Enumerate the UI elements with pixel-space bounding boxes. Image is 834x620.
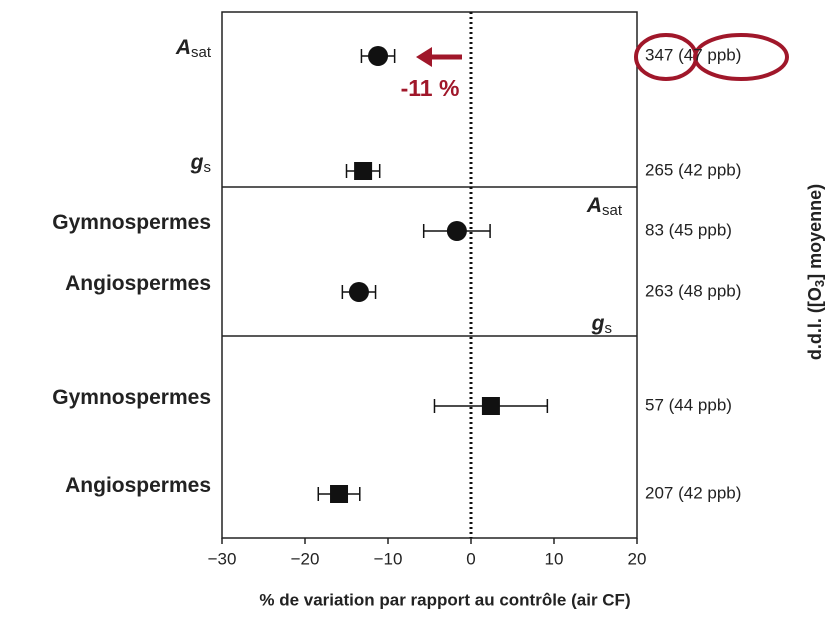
row-label: Gymnospermes: [52, 386, 211, 409]
row-label: Asat: [586, 194, 623, 219]
point: [348, 282, 369, 302]
x-tick-label: 0: [466, 549, 475, 568]
point: [481, 397, 500, 415]
label-sub: sat: [602, 202, 623, 219]
point: [446, 221, 467, 241]
label-sub: 3: [812, 280, 827, 287]
label-main: A: [586, 194, 602, 217]
row-label: Asat: [175, 36, 212, 61]
label-main: Gymnospermes: [52, 386, 211, 409]
point: [330, 485, 349, 503]
label-main: Angiospermes: [65, 272, 211, 295]
annotation: -11 %: [401, 75, 460, 101]
label-sub: sat: [191, 44, 212, 61]
label-main: A: [175, 36, 191, 59]
x-tick-label: −30: [208, 549, 237, 568]
row-label: Angiospermes: [65, 474, 211, 497]
y2-axis-label: d.d.l. ([O3] moyenne): [805, 184, 828, 360]
right-label: 265 (42 ppb): [645, 160, 741, 179]
x-axis-label: % de variation par rapport au contrôle (…: [259, 590, 630, 609]
point: [354, 162, 373, 180]
label-main: g: [591, 312, 605, 335]
label-main: Angiospermes: [65, 474, 211, 497]
row-label: Angiospermes: [65, 272, 211, 295]
label-sub: s: [605, 320, 613, 337]
x-tick-label: 20: [628, 549, 647, 568]
label-main: g: [190, 151, 204, 174]
row-label: gs: [190, 151, 211, 176]
x-tick-label: −10: [374, 549, 403, 568]
row-label: Gymnospermes: [52, 211, 211, 234]
x-tick-label: 10: [545, 549, 564, 568]
right-label: 207 (42 ppb): [645, 483, 741, 502]
plot-frame: [221, 11, 638, 539]
label-part: d.d.l. ([O: [805, 287, 825, 360]
right-label: 83 (45 ppb): [645, 220, 732, 239]
label-part: ] moyenne): [805, 184, 825, 280]
x-tick-label: −20: [291, 549, 320, 568]
label-main: Gymnospermes: [52, 211, 211, 234]
point: [368, 46, 389, 66]
arrow-head: [416, 47, 432, 67]
right-label: 347 (47 ppb): [645, 45, 741, 64]
right-label: 57 (44 ppb): [645, 395, 732, 414]
highlight: [693, 33, 789, 81]
row-label: gs: [591, 312, 612, 337]
label-sub: s: [204, 159, 212, 176]
right-label: 263 (48 ppb): [645, 281, 741, 300]
